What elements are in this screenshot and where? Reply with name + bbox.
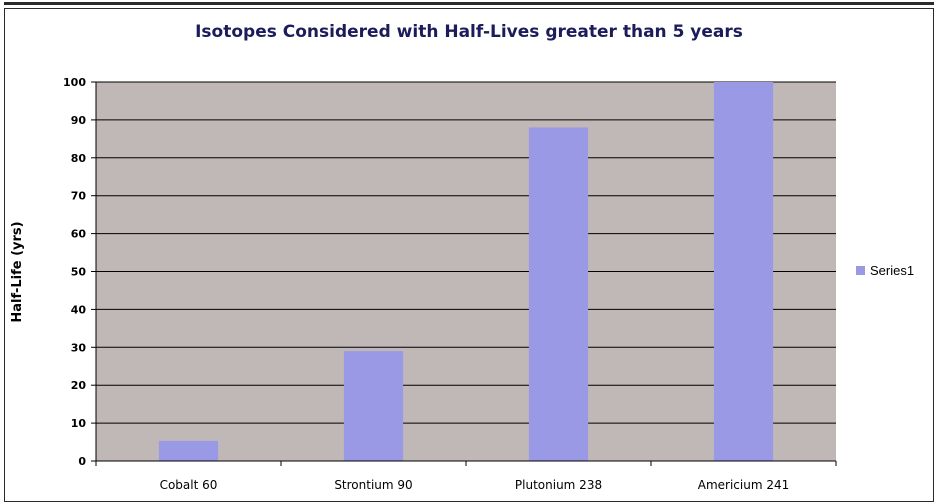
y-tick-label: 90 (71, 114, 87, 127)
y-tick-label: 10 (71, 417, 87, 430)
legend-label: Series1 (870, 263, 914, 278)
y-tick-label: 30 (71, 341, 87, 354)
legend: Series1 (856, 263, 914, 278)
y-tick-label: 20 (71, 379, 87, 392)
legend-swatch (856, 266, 865, 275)
bar (714, 82, 773, 461)
x-tick-label: Cobalt 60 (160, 478, 218, 492)
x-tick-label: Americium 241 (698, 478, 790, 492)
y-tick-label: 40 (71, 303, 87, 316)
y-tick-label: 70 (71, 190, 87, 203)
x-tick-label: Strontium 90 (334, 478, 412, 492)
y-tick-label: 0 (78, 455, 86, 468)
y-tick-label: 50 (71, 266, 87, 279)
y-tick-label: 100 (63, 76, 86, 89)
y-tick-label: 60 (71, 228, 87, 241)
bar (529, 127, 588, 461)
bar (344, 351, 403, 461)
bar (159, 441, 218, 461)
y-tick-labels: 0 10 20 30 40 50 60 70 80 90 100 (63, 76, 86, 468)
x-tick-label: Plutonium 238 (515, 478, 602, 492)
y-tick-label: 80 (71, 152, 87, 165)
x-tick-labels: Cobalt 60 Strontium 90 Plutonium 238 Americ… (160, 478, 790, 492)
